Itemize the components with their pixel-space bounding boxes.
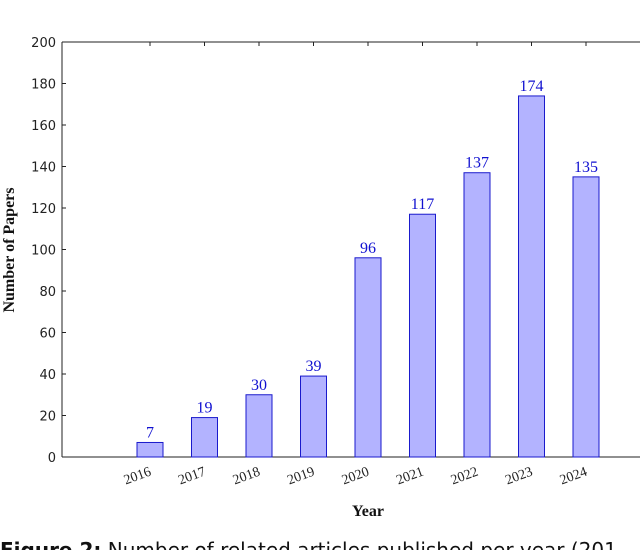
bar — [191, 417, 218, 458]
y-tick-label: 100 — [31, 244, 56, 259]
y-tick-label: 80 — [39, 285, 56, 300]
y-tick-label: 200 — [31, 36, 56, 51]
value-label: 7 — [146, 424, 154, 441]
y-tick-label: 60 — [39, 327, 56, 342]
value-label: 117 — [411, 196, 434, 213]
x-tick-label: 2018 — [231, 465, 262, 489]
x-tick-label: 2023 — [503, 465, 534, 489]
x-tick-label: 2020 — [340, 465, 371, 489]
bar — [518, 95, 545, 458]
value-label: 137 — [465, 155, 489, 172]
x-tick-label: 2016 — [122, 465, 153, 489]
x-tick-label: 2019 — [285, 465, 316, 489]
bar — [463, 172, 491, 458]
y-tick-label: 120 — [31, 202, 56, 217]
value-label: 30 — [251, 377, 267, 394]
caption-text: Number of related articles published per… — [108, 538, 617, 550]
y-tick-label: 180 — [31, 78, 56, 93]
x-tick-label: 2024 — [558, 465, 589, 489]
x-tick-label: 2017 — [176, 465, 207, 489]
value-label: 39 — [306, 358, 322, 375]
bar — [245, 394, 273, 458]
bar — [409, 213, 436, 458]
bar — [136, 441, 164, 458]
value-label: 19 — [197, 400, 213, 417]
x-tick-label: 2021 — [394, 465, 425, 489]
y-tick-label: 20 — [39, 410, 56, 425]
bar — [354, 257, 382, 458]
x-axis-title: Year — [352, 503, 384, 520]
y-tick-label: 0 — [48, 451, 56, 466]
value-label: 135 — [574, 159, 598, 176]
y-axis-title: Number of Papers — [1, 187, 18, 312]
y-tick-label: 160 — [31, 119, 56, 134]
y-tick-label: 40 — [39, 368, 56, 383]
caption-label: Figure 2: — [0, 538, 101, 550]
bar — [300, 375, 327, 458]
value-label: 96 — [360, 240, 376, 257]
bar — [572, 176, 600, 458]
y-tick-label: 140 — [31, 161, 56, 176]
caption: Figure 2: Number of related articles pub… — [0, 538, 617, 550]
value-label: 174 — [520, 78, 544, 95]
x-tick-label: 2022 — [449, 465, 480, 489]
